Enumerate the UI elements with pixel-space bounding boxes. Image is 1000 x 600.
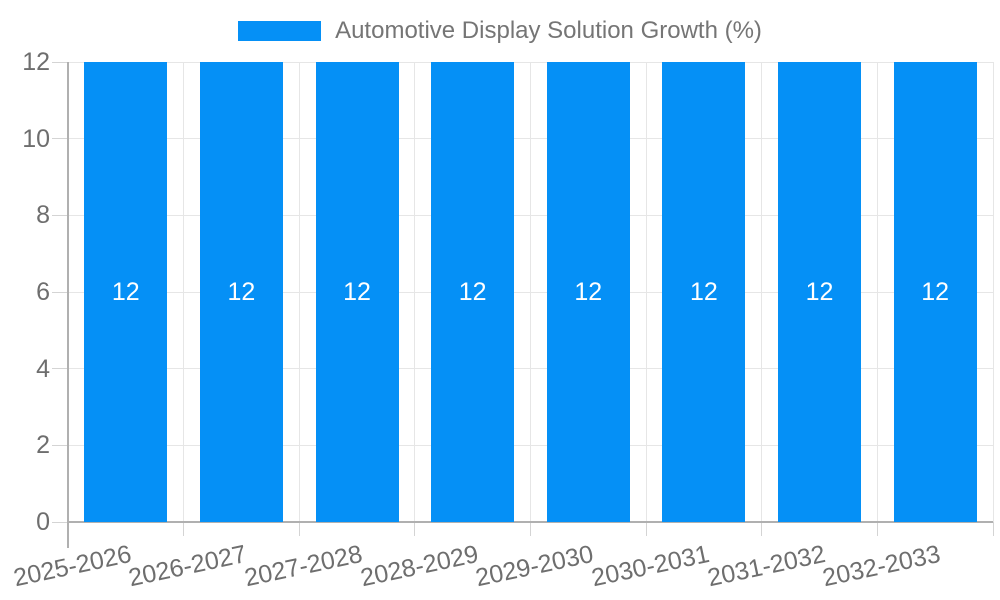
- bar[interactable]: [778, 62, 862, 522]
- x-axis-tick: [183, 522, 185, 536]
- bar[interactable]: [84, 62, 168, 522]
- bar[interactable]: [199, 62, 283, 522]
- bar-value-label: 12: [227, 278, 256, 306]
- y-axis-label: 12: [22, 48, 50, 76]
- y-axis-label: 2: [36, 431, 50, 460]
- y-axis-tick: [52, 444, 68, 446]
- bar-value-label: 12: [921, 278, 950, 306]
- x-gridline: [761, 62, 763, 522]
- bar-value-label: 12: [343, 278, 371, 306]
- x-axis-tick: [645, 522, 647, 536]
- x-axis-tick: [876, 522, 878, 536]
- bar-value-label: 12: [805, 278, 834, 306]
- y-axis-tick: [52, 368, 68, 370]
- y-axis-tick: [52, 214, 68, 216]
- x-gridline: [183, 62, 185, 522]
- x-gridline: [530, 62, 531, 522]
- x-gridline: [414, 62, 416, 522]
- bar[interactable]: [893, 62, 977, 522]
- x-axis-line: [68, 520, 993, 523]
- bar[interactable]: [662, 62, 746, 522]
- y-axis-label: 8: [36, 201, 50, 230]
- x-gridline: [298, 62, 300, 522]
- x-axis-tick: [992, 522, 994, 536]
- x-gridline: [645, 62, 647, 522]
- bar-value-label: 12: [111, 278, 140, 306]
- x-axis-tick: [414, 522, 416, 536]
- x-gridline: [876, 62, 878, 522]
- legend-label: Automotive Display Solution Growth (%): [335, 17, 762, 44]
- bar-value-label: 12: [574, 278, 603, 306]
- legend: Automotive Display Solution Growth (%): [0, 17, 1000, 45]
- x-axis-tick: [298, 522, 300, 536]
- y-axis-label: 10: [22, 124, 50, 153]
- y-axis-label: 0: [36, 508, 50, 536]
- bar[interactable]: [546, 62, 630, 522]
- x-axis-tick: [530, 522, 531, 536]
- y-axis-label: 4: [36, 354, 50, 383]
- bar-value-label: 12: [458, 278, 487, 306]
- y-axis-tick: [52, 61, 68, 63]
- x-gridline: [992, 62, 994, 522]
- y-axis-tick: [52, 291, 68, 293]
- legend-swatch: [238, 21, 322, 41]
- y-axis-line: [66, 62, 69, 548]
- y-axis-label: 6: [36, 278, 50, 306]
- y-axis-tick: [52, 521, 68, 523]
- x-axis-tick: [761, 522, 763, 536]
- bar[interactable]: [315, 62, 399, 522]
- y-axis-tick: [52, 138, 68, 140]
- bar-value-label: 12: [690, 278, 718, 306]
- bar[interactable]: [431, 62, 515, 522]
